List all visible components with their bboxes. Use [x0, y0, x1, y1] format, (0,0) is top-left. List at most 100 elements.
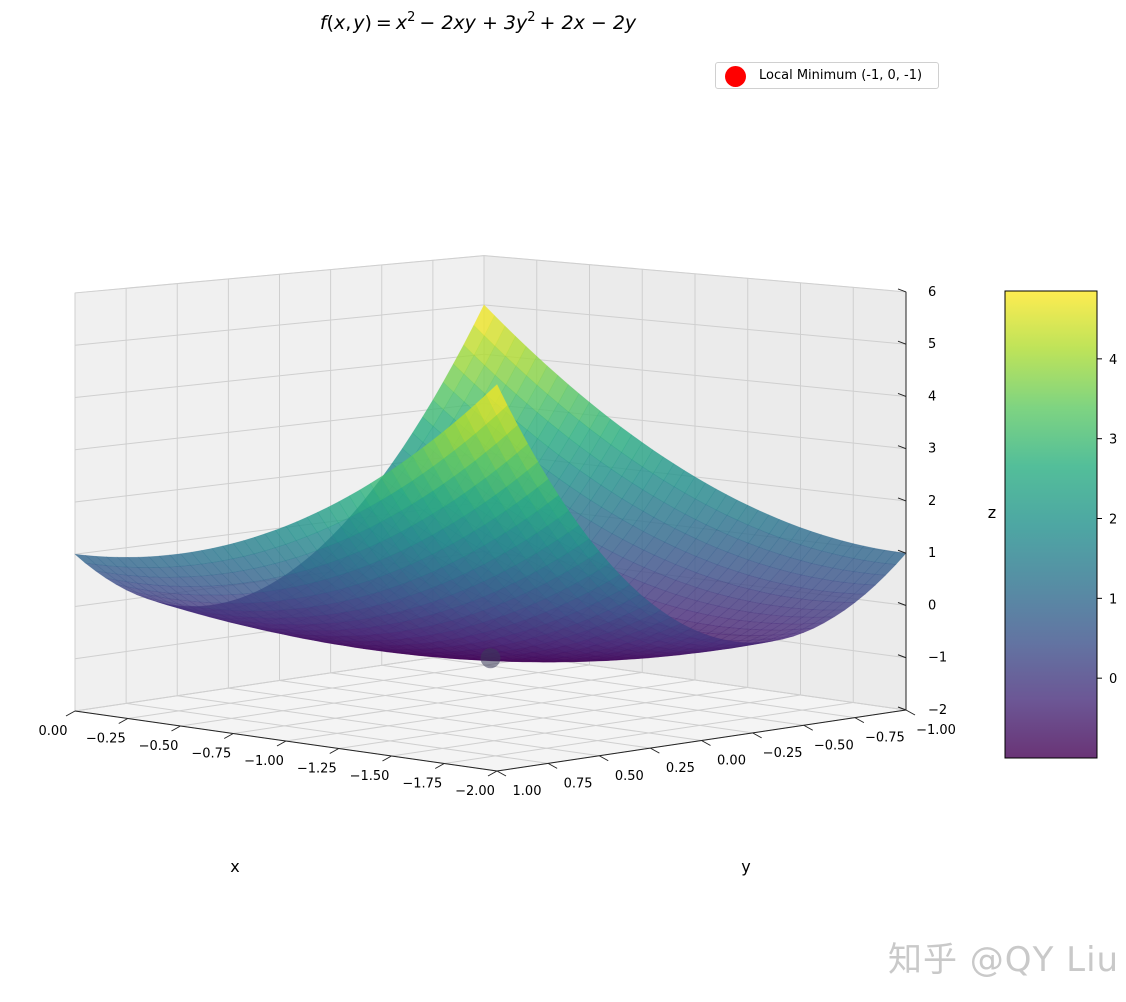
surface-patch: [95, 555, 118, 567]
y-tick-mark: [905, 709, 916, 716]
x-tick-label: −1.75: [402, 777, 442, 792]
colorbar-label: z: [988, 503, 996, 522]
surface-patch: [465, 403, 487, 434]
z-tick-mark: [897, 706, 907, 711]
z-tick-label: −2: [928, 703, 947, 718]
z-tick-label: 0: [928, 599, 936, 614]
colorbar-tick-label: 0: [1109, 672, 1117, 687]
x-tick-mark: [329, 748, 339, 754]
surface-patch: [253, 533, 276, 552]
colorbar-tick-label: 2: [1109, 513, 1117, 528]
x-tick-mark: [276, 740, 287, 747]
tick-labels: 0.00 −0.25 −0.50 −0.75 −1.00 −1.25 −1.50 −1.75 −…: [39, 285, 956, 799]
colorbar: [1005, 291, 1097, 758]
y-tick-mark: [496, 770, 507, 777]
y-tick-mark: [752, 732, 762, 739]
z-tick-label: 4: [928, 390, 936, 405]
watermark: 知乎 @QY Liu: [888, 940, 1120, 980]
z-tick-mark: [897, 497, 907, 502]
surface-patch: [380, 469, 403, 495]
wall-gridline-z: [483, 304, 907, 345]
y-tick-mark: [701, 740, 711, 746]
floor-gridline-y: [177, 695, 600, 757]
x-tick-mark: [224, 733, 234, 739]
surface-patch: [232, 540, 255, 557]
z-tick-mark: [897, 445, 907, 450]
x-tick-label: −1.00: [244, 754, 284, 769]
surface-patch: [211, 545, 234, 562]
x-tick-label: 0.00: [39, 724, 68, 739]
z-tick-mark: [897, 288, 907, 293]
x-tick-label: −1.50: [350, 769, 390, 784]
z-tick-mark: [897, 392, 907, 397]
y-tick-label: −0.50: [814, 738, 854, 753]
z-tick-label: 3: [928, 442, 936, 457]
wall-gridline-z: [74, 353, 485, 398]
legend-label: Local Minimum (-1, 0, -1): [759, 68, 923, 83]
wall-gridline-z: [74, 304, 485, 346]
z-tick-label: 6: [928, 285, 936, 300]
legend-marker-icon: [725, 66, 746, 87]
x-tick-label: −0.25: [86, 732, 126, 747]
surface-plot: [74, 304, 907, 669]
z-tick-label: 5: [928, 337, 936, 352]
y-tick-label: 0.25: [666, 761, 695, 776]
floor-gridline-y: [126, 702, 549, 764]
surface-patch: [348, 489, 371, 513]
y-axis-label: y: [741, 857, 750, 876]
y-tick-mark: [650, 747, 660, 754]
surface-patch: [391, 462, 413, 488]
colorbar-ticks: 0 1 2 3 4: [1097, 353, 1117, 687]
wall-gridline-z: [74, 649, 485, 712]
y-tick-label: 0.75: [564, 776, 593, 791]
surface-patch: [190, 550, 213, 565]
z-tick-label: −1: [928, 651, 947, 666]
y-tick-label: 1.00: [513, 784, 542, 799]
chart-title: f(x, y) = x2− 2xy + 3y2 + 2x − 2y: [320, 10, 637, 34]
y-tick-label: −1.00: [916, 723, 956, 738]
x-tick-label: −0.50: [139, 739, 179, 754]
surface-patch: [179, 551, 202, 566]
x-tick-label: −0.75: [191, 747, 231, 762]
y-tick-label: −0.75: [865, 731, 905, 746]
surface-patch: [412, 447, 434, 474]
surface-patch: [454, 412, 476, 443]
floor-gridline-y: [330, 672, 753, 734]
z-tick-mark: [897, 654, 907, 659]
y-tick-mark: [854, 717, 865, 724]
wall-gridline-z: [483, 353, 907, 397]
z-tick-mark: [897, 602, 907, 606]
surface-patch: [116, 556, 139, 568]
surface-patch: [148, 555, 171, 568]
y-tick-mark: [599, 755, 609, 762]
y-tick-label: −0.25: [763, 746, 803, 761]
surface-patch: [285, 521, 308, 541]
y-tick-label: 0.50: [615, 769, 644, 784]
y-tick-mark: [803, 724, 813, 731]
x-tick-mark: [435, 763, 445, 769]
x-tick-mark: [65, 710, 76, 717]
colorbar-tick-label: 1: [1109, 592, 1117, 607]
surface-patch: [433, 430, 455, 459]
colorbar-tick-label: 4: [1109, 353, 1117, 368]
surface-patch: [127, 556, 150, 568]
y-tick-label: 0.00: [717, 754, 746, 769]
colorbar-tick-label: 3: [1109, 433, 1117, 448]
z-tick-label: 1: [928, 546, 936, 561]
wall-gridline-z: [74, 403, 485, 451]
colorbar-frame: [1004, 290, 1098, 759]
x-tick-mark: [487, 770, 498, 777]
x-tick-label: −1.25: [297, 762, 337, 777]
x-axis-label: x: [230, 857, 239, 876]
surface-patch: [338, 495, 360, 518]
local-minimum-point: [480, 648, 501, 669]
z-tick-label: 2: [928, 494, 936, 509]
floor-gridline-y: [228, 687, 651, 749]
x-tick-mark: [382, 755, 392, 762]
surface-patch: [443, 421, 466, 451]
floor-gridline-y: [279, 680, 702, 741]
wall-gridline-z: [483, 255, 907, 293]
z-tick-mark: [897, 340, 907, 345]
surface-patch: [359, 483, 382, 507]
